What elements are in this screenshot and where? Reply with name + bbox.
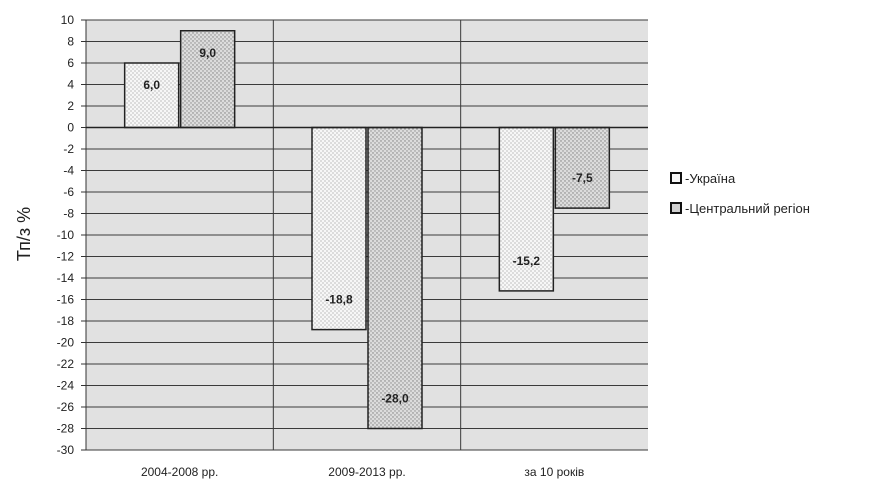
y-tick-label: 2 xyxy=(67,99,74,113)
legend-item-central-region: - Центральний регіон xyxy=(670,198,810,218)
y-tick-label: 0 xyxy=(67,121,74,135)
data-label: -28,0 xyxy=(381,392,409,406)
y-axis-title: Тп/з % xyxy=(14,207,34,261)
y-tick-label: -16 xyxy=(57,293,75,307)
y-tick-label: -8 xyxy=(63,207,74,221)
data-label: -18,8 xyxy=(325,293,353,307)
legend-prefix: - xyxy=(685,170,690,186)
legend-swatch-central-region xyxy=(670,202,682,214)
bar-ukraine xyxy=(311,126,367,331)
y-tick-label: -10 xyxy=(57,228,75,242)
y-tick-label: -6 xyxy=(63,185,74,199)
bar-ukraine xyxy=(123,62,180,129)
legend: - Україна - Центральний регіон xyxy=(670,168,810,228)
y-tick-label: -28 xyxy=(57,422,75,436)
data-label: 6,0 xyxy=(143,78,160,92)
data-label: -7,5 xyxy=(572,171,593,185)
x-tick-label: за 10 років xyxy=(524,465,584,479)
bar-ukraine xyxy=(498,126,555,292)
data-label: 9,0 xyxy=(199,46,216,60)
x-tick-label: 2009-2013 pp. xyxy=(328,465,405,479)
y-tick-label: -4 xyxy=(63,164,74,178)
y-tick-label: -18 xyxy=(57,314,75,328)
y-tick-label: -22 xyxy=(57,357,75,371)
bar-central-region xyxy=(367,126,423,430)
y-tick-label: 4 xyxy=(67,78,74,92)
legend-label-ukraine: Україна xyxy=(689,170,736,186)
legend-prefix: - xyxy=(685,200,690,216)
y-tick-label: -14 xyxy=(57,271,75,285)
x-tick-label: 2004-2008 pp. xyxy=(141,465,218,479)
y-tick-label: -24 xyxy=(57,379,75,393)
legend-swatch-ukraine xyxy=(670,172,682,184)
y-tick-label: -12 xyxy=(57,250,75,264)
y-tick-label: -30 xyxy=(57,443,75,457)
bar-central-region xyxy=(554,126,611,209)
y-tick-label: -2 xyxy=(63,142,74,156)
legend-label-central-region: Центральний регіон xyxy=(689,200,810,216)
y-tick-label: 10 xyxy=(61,13,75,27)
y-tick-label: -26 xyxy=(57,400,75,414)
data-label: -15,2 xyxy=(513,254,541,268)
y-tick-label: -20 xyxy=(57,336,75,350)
y-tick-label: 8 xyxy=(67,35,74,49)
y-tick-label: 6 xyxy=(67,56,74,70)
legend-item-ukraine: - Україна xyxy=(670,168,810,188)
